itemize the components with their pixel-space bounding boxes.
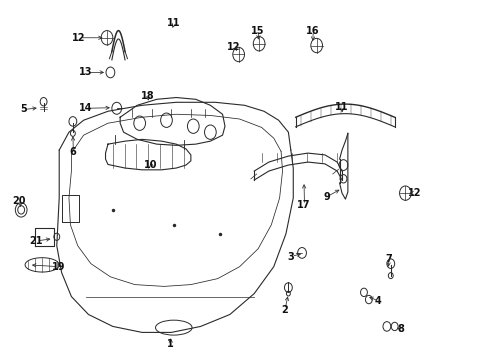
Text: 19: 19 [51, 262, 65, 272]
Text: 7: 7 [384, 254, 391, 264]
Text: 2: 2 [281, 305, 287, 315]
Text: 13: 13 [79, 67, 93, 77]
Text: 3: 3 [287, 252, 294, 261]
Text: 20: 20 [13, 196, 26, 206]
Text: 9: 9 [323, 192, 329, 202]
Text: 16: 16 [305, 26, 319, 36]
Text: 1: 1 [167, 339, 173, 349]
Text: 12: 12 [226, 42, 240, 52]
Text: 8: 8 [396, 324, 403, 334]
Text: 11: 11 [335, 102, 348, 112]
Text: 6: 6 [69, 147, 76, 157]
Text: 18: 18 [141, 91, 154, 101]
Text: 21: 21 [29, 236, 42, 246]
Text: 4: 4 [373, 296, 380, 306]
Text: 12: 12 [407, 188, 420, 198]
Text: 17: 17 [297, 200, 310, 210]
Text: 14: 14 [79, 103, 93, 113]
Text: 5: 5 [20, 104, 27, 114]
Text: 11: 11 [167, 18, 180, 28]
Text: 12: 12 [72, 33, 85, 43]
Text: 10: 10 [144, 160, 157, 170]
Text: 15: 15 [251, 26, 264, 36]
